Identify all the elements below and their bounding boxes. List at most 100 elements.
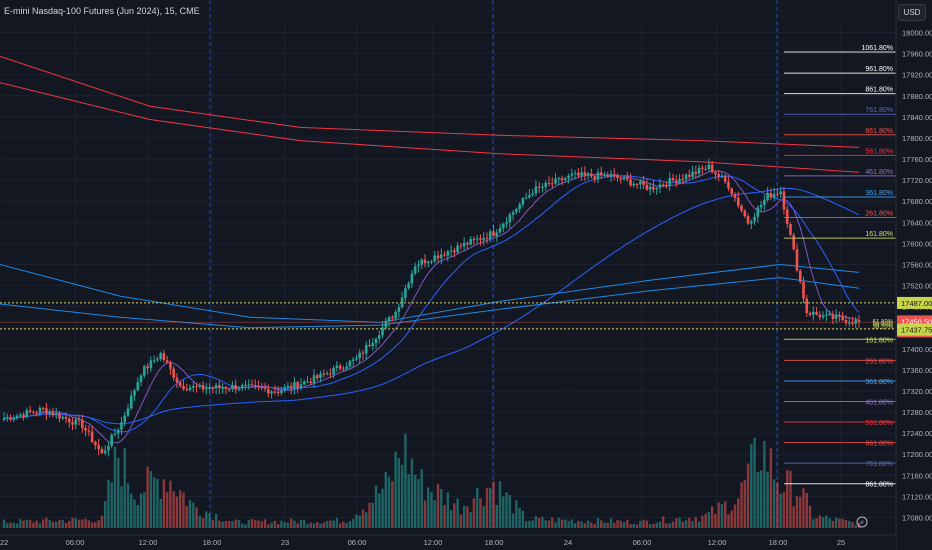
volume-bar-188 [616, 520, 619, 528]
volume-bar-251 [821, 517, 825, 528]
candle-body-222 [727, 181, 730, 189]
candle-body-16 [54, 413, 58, 416]
candle-body-50 [165, 360, 169, 363]
volume-bar-90 [296, 523, 299, 528]
candle-body-221 [723, 176, 727, 182]
fib-lower-label-4: 561.80% [865, 420, 893, 427]
candle-body-28 [94, 442, 97, 446]
volume-bar-63 [208, 513, 211, 528]
time-axis-bg [0, 535, 896, 550]
candle-body-148 [485, 237, 489, 239]
candle-body-94 [309, 381, 313, 384]
candle-body-68 [224, 387, 228, 390]
volume-bar-208 [681, 521, 684, 528]
fib-upper-label-8: 261.80% [865, 211, 893, 218]
candle-body-175 [573, 172, 577, 174]
volume-bar-247 [808, 505, 812, 528]
volume-bar-220 [720, 504, 724, 528]
volume-bar-204 [668, 523, 671, 528]
candle-body-171 [560, 177, 564, 181]
candle-body-173 [567, 175, 570, 179]
volume-bar-27 [90, 522, 94, 528]
volume-bar-147 [482, 506, 485, 528]
candle-body-182 [596, 172, 600, 180]
volume-bar-185 [606, 522, 609, 528]
candle-body-32 [107, 446, 110, 451]
candle-body-23 [77, 419, 81, 421]
volume-bar-146 [479, 498, 482, 528]
candle-body-115 [377, 335, 381, 339]
y-tick-label-9: 17640.00 [902, 218, 932, 227]
candle-body-201 [658, 184, 662, 189]
volume-bar-241 [789, 470, 792, 528]
candle-body-170 [557, 177, 561, 179]
volume-bar-76 [250, 519, 254, 528]
candle-body-187 [612, 174, 616, 176]
fib-lower-label-7: 861.80% [865, 482, 893, 489]
candle-body-60 [198, 384, 202, 387]
candle-body-35 [116, 429, 120, 434]
candle-body-58 [191, 386, 195, 388]
candle-body-191 [626, 177, 629, 180]
candle-body-145 [475, 238, 479, 240]
volume-bar-19 [64, 522, 68, 528]
candle-body-123 [404, 288, 407, 298]
candle-body-211 [691, 171, 694, 177]
volume-bar-43 [143, 492, 146, 528]
currency-button[interactable]: USD [898, 4, 926, 21]
volume-bar-85 [280, 520, 283, 528]
candle-body-80 [263, 388, 267, 390]
volume-bar-252 [825, 515, 828, 528]
volume-bar-196 [642, 519, 645, 528]
volume-bar-120 [394, 451, 397, 528]
candle-body-97 [319, 373, 322, 379]
x-tick-label-5: 06:00 [348, 538, 367, 547]
volume-bar-237 [776, 482, 779, 528]
ma-line-blue-slow [3, 187, 860, 425]
volume-bar-207 [678, 517, 681, 528]
candle-body-142 [466, 242, 469, 245]
volume-bar-91 [299, 520, 303, 528]
y-tick-label-15: 17400.00 [902, 345, 932, 354]
volume-bar-107 [351, 519, 355, 528]
candle-body-207 [678, 178, 681, 183]
candle-body-141 [462, 242, 466, 247]
candle-body-151 [495, 232, 499, 236]
volume-bar-42 [139, 493, 143, 528]
volume-bar-75 [247, 519, 250, 528]
candle-body-206 [674, 180, 678, 183]
volume-bar-236 [772, 479, 776, 528]
volume-bar-119 [391, 481, 394, 528]
y-tick-label-16: 17360.00 [902, 366, 932, 375]
volume-bar-191 [626, 519, 629, 528]
volume-bar-58 [192, 502, 195, 528]
candle-body-228 [746, 216, 750, 224]
volume-bar-249 [815, 518, 818, 528]
volume-bar-233 [763, 440, 766, 528]
candle-body-26 [87, 430, 91, 432]
candle-body-172 [563, 178, 567, 181]
volume-bar-152 [498, 481, 502, 528]
candle-body-48 [159, 353, 162, 360]
candle-body-31 [103, 450, 107, 453]
volume-bar-81 [267, 524, 270, 528]
volume-bar-258 [844, 519, 848, 528]
candle-body-27 [90, 431, 94, 443]
volume-bar-140 [459, 514, 463, 528]
candle-body-177 [580, 172, 583, 176]
volume-bar-111 [365, 512, 368, 528]
x-tick-label-11: 18:00 [769, 538, 788, 547]
candle-body-104 [342, 368, 345, 370]
candle-body-184 [603, 174, 606, 176]
volume-bar-128 [420, 468, 423, 528]
candle-body-163 [534, 186, 538, 194]
volume-bar-38 [126, 483, 130, 528]
candle-body-96 [315, 375, 319, 379]
candle-body-9 [32, 411, 35, 413]
volume-bar-55 [182, 492, 185, 528]
y-tick-label-17: 17320.00 [902, 387, 932, 396]
volume-bar-60 [198, 515, 202, 528]
candle-body-212 [694, 171, 698, 174]
